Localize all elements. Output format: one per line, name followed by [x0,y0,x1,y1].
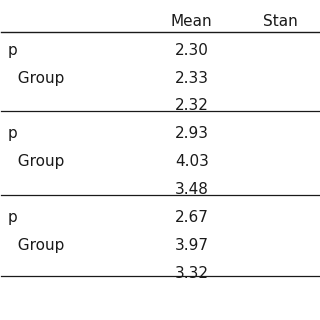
Text: 3.48: 3.48 [175,182,209,197]
Text: Group: Group [8,70,64,85]
Text: 2.93: 2.93 [175,126,209,141]
Text: 2.33: 2.33 [175,70,209,85]
Text: 2.30: 2.30 [175,43,209,58]
Text: 3.32: 3.32 [175,266,209,281]
Text: 3.97: 3.97 [175,238,209,253]
Text: 4.03: 4.03 [175,154,209,169]
Text: Stan: Stan [263,14,298,29]
Text: Mean: Mean [171,14,212,29]
Text: Group: Group [8,238,64,253]
Text: 2.67: 2.67 [175,210,209,225]
Text: p: p [8,126,18,141]
Text: 2.32: 2.32 [175,99,209,114]
Text: p: p [8,43,18,58]
Text: Group: Group [8,154,64,169]
Text: p: p [8,210,18,225]
